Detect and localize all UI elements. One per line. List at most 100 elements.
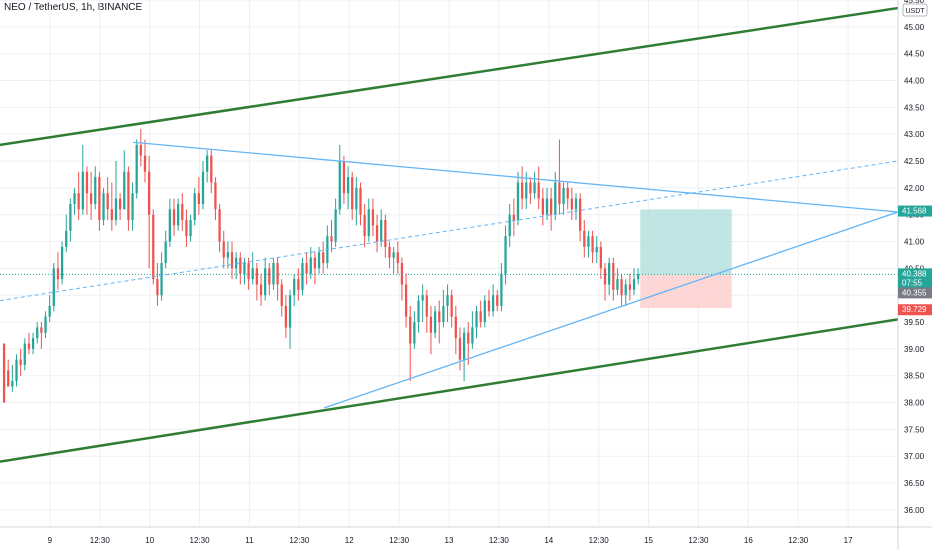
- y-tick-label: 45.00: [904, 23, 925, 32]
- candle-body: [616, 279, 619, 290]
- candle-body: [342, 161, 346, 194]
- candle-body: [375, 225, 379, 242]
- candle-body: [525, 182, 528, 199]
- candle-body: [591, 236, 594, 253]
- candle-body: [404, 284, 408, 317]
- candle-body: [446, 295, 449, 306]
- candle-body: [313, 257, 317, 269]
- candle-body: [239, 257, 242, 274]
- y-tick-label: 39.50: [904, 318, 925, 327]
- candle-body: [102, 193, 105, 221]
- candle-body: [94, 177, 97, 204]
- candle-body: [612, 263, 615, 290]
- candle-body: [235, 257, 238, 269]
- candle-body: [160, 263, 163, 296]
- candle-body: [127, 171, 130, 221]
- candle-body: [143, 155, 147, 172]
- candle-body: [558, 182, 561, 204]
- candle-body: [454, 316, 457, 339]
- candle-body: [19, 359, 22, 365]
- candle-body: [197, 193, 200, 204]
- candle-body: [131, 193, 134, 221]
- candle-body: [351, 177, 354, 210]
- price-tag: [898, 304, 932, 316]
- candle-body: [346, 177, 350, 194]
- y-tick-label: 45.50: [904, 0, 925, 5]
- candle-body: [44, 316, 47, 333]
- y-tick-label: 36.50: [904, 479, 925, 488]
- candle-body: [77, 193, 80, 210]
- candle-body: [172, 209, 176, 226]
- x-tick-label: 17: [844, 536, 853, 545]
- candle-body: [259, 284, 263, 296]
- candle-body: [135, 144, 138, 194]
- candle-body: [471, 327, 474, 344]
- candle-body: [31, 338, 35, 349]
- candle-body: [56, 268, 60, 280]
- candle-body: [293, 279, 296, 296]
- x-tick-label: 12:30: [688, 536, 709, 545]
- candle-body: [118, 198, 122, 210]
- position-zones: [640, 209, 732, 309]
- candle-body: [156, 279, 159, 296]
- x-tick-label: 13: [445, 536, 454, 545]
- candle-body: [508, 214, 511, 237]
- x-tick-label: 15: [644, 536, 653, 545]
- currency-label: USDT: [905, 8, 925, 15]
- candle-body: [176, 203, 180, 226]
- y-tick-label: 39.00: [904, 345, 925, 354]
- candle-body: [516, 182, 520, 221]
- currency-box: [902, 3, 928, 17]
- candle-body: [570, 198, 573, 210]
- candle-body: [433, 311, 437, 333]
- y-tick-label: 44.50: [904, 50, 925, 59]
- x-tick-label: 12:30: [589, 536, 610, 545]
- candle-body: [595, 246, 598, 253]
- x-tick-label: 12:30: [289, 536, 310, 545]
- candle-body: [81, 171, 84, 210]
- target-zone: [640, 209, 732, 275]
- candle-body: [114, 198, 118, 221]
- price-tag: [898, 205, 932, 217]
- candle-body: [462, 332, 466, 360]
- candle-body: [317, 252, 321, 269]
- candle-body: [483, 300, 486, 323]
- candle-body: [409, 316, 412, 344]
- candle-body: [193, 193, 196, 221]
- candle-body: [189, 220, 192, 237]
- candle-body: [608, 263, 611, 285]
- y-tick-label: 44.00: [904, 77, 925, 86]
- candle-body: [574, 198, 578, 210]
- candle-body: [276, 263, 279, 285]
- candle-body: [429, 316, 433, 333]
- candle-body: [230, 252, 234, 269]
- candle-body: [85, 171, 89, 194]
- candle-body: [421, 295, 424, 301]
- y-tick-label: 42.00: [904, 184, 925, 193]
- candle-body: [106, 193, 109, 210]
- candle-body: [40, 327, 43, 333]
- candle-body: [562, 187, 565, 204]
- candle-body: [425, 295, 428, 317]
- candle-body: [15, 359, 18, 382]
- candle-body: [330, 236, 333, 242]
- candle-body: [413, 322, 416, 344]
- candle-body: [583, 230, 586, 247]
- candle-body: [110, 209, 113, 221]
- drawn-lines: [0, 6, 899, 463]
- y-tick-label: 36.00: [904, 506, 925, 515]
- channel-line: [0, 318, 899, 463]
- candle-body: [545, 198, 549, 215]
- candle-body: [152, 214, 155, 280]
- candle-body: [214, 182, 217, 210]
- candle-body: [268, 268, 271, 285]
- x-tick-label: 12: [345, 536, 354, 545]
- candle-body: [359, 187, 362, 215]
- candle-body: [322, 252, 325, 263]
- candle-body: [243, 263, 246, 274]
- candle-body: [504, 236, 507, 274]
- candle-body: [417, 300, 420, 323]
- candle-body: [69, 203, 72, 231]
- candle-body: [491, 295, 495, 312]
